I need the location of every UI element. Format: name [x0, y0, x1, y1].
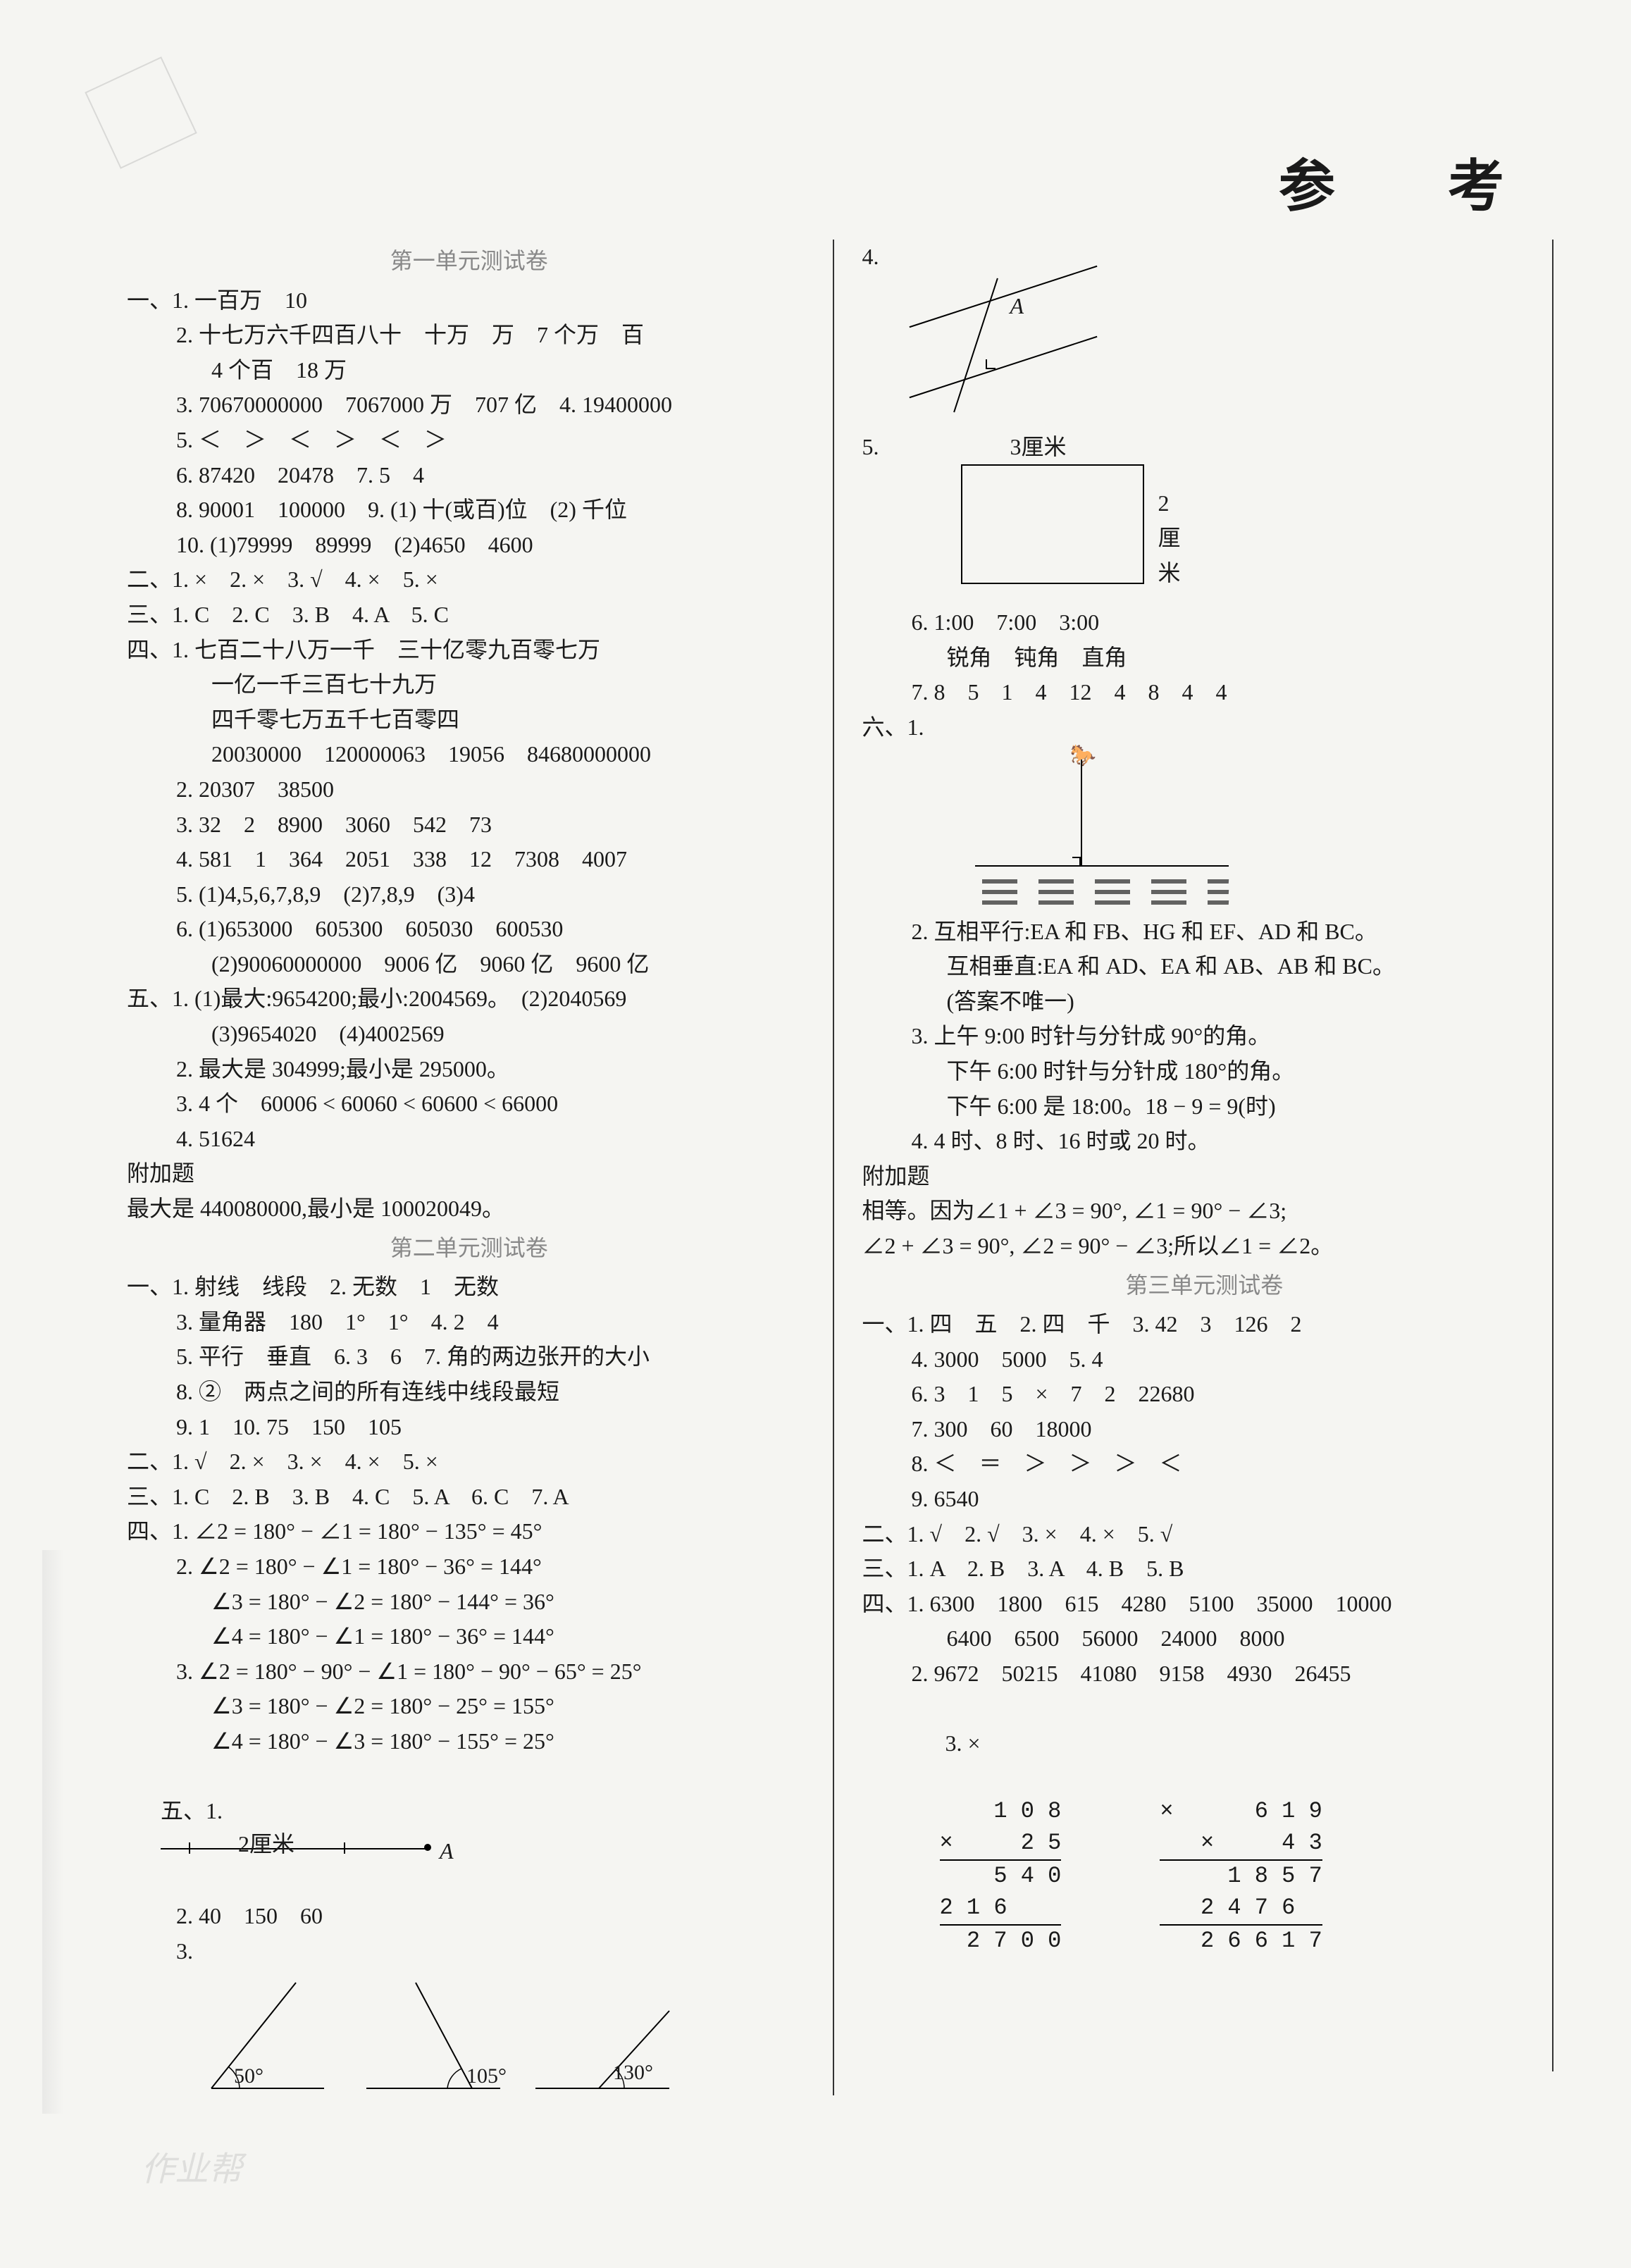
unit2-title: 第二单元测试卷	[127, 1231, 812, 1266]
s6-3b: 下午 6:00 时针与分针成 180°的角。	[862, 1054, 1547, 1089]
right-column: 4. A 5. 3厘米 2厘米 6. 1:00 7:00 3:00 锐角 钝角 …	[833, 240, 1547, 2095]
diagram-5-rect: 3厘米 2厘米	[961, 430, 1144, 585]
diagram-6-1: 🐎	[947, 745, 1229, 915]
u3s1-l8: 8. ＜ ＝ ＞ ＞ ＞ ＜	[862, 1446, 1547, 1482]
s1-l10: 10. (1)79999 89999 (2)4650 4600	[127, 528, 812, 563]
s4-l1d: 20030000 120000063 19056 84680000000	[127, 737, 812, 772]
mult-2: × 6 1 9 × 4 3 1 8 5 7 2 4 7 6 2 6 6 1 7	[1160, 1796, 1322, 1957]
s4-l3: 3. 32 2 8900 3060 542 73	[127, 807, 812, 843]
s1-l1: 一、1. 一百万 10	[127, 283, 812, 318]
s6-l1: 六、1.	[862, 710, 1547, 745]
s4-l6: 6. (1)653000 605300 605030 600530	[127, 912, 812, 947]
line-segment-diagram: 2厘米 A	[161, 1834, 442, 1862]
u2s4-l3b: ∠3 = 180° − ∠2 = 180° − 25° = 155°	[127, 1689, 812, 1724]
u2s5-l1: 五、1. 2厘米 A	[127, 1759, 812, 1899]
angle-105: 105°	[466, 2060, 507, 2093]
book-spine-shadow	[42, 1550, 63, 2114]
s6-3c: 下午 6:00 是 18:00。18 − 9 = 9(时)	[862, 1089, 1547, 1124]
r-l7: 7. 8 5 1 4 12 4 8 4 4	[862, 675, 1547, 710]
s5-l2: 2. 最大是 304999;最小是 295000。	[127, 1052, 812, 1087]
u2s4-l2c: ∠4 = 180° − ∠1 = 180° − 36° = 144°	[127, 1619, 812, 1654]
d4-label: 4.	[862, 240, 1547, 275]
s1-l2: 2. 十七万六千四百八十 十万 万 7 个万 百	[127, 318, 812, 353]
s6-2b: 互相垂直:EA 和 AD、EA 和 AB、AB 和 BC。	[862, 949, 1547, 984]
s4-l6b: (2)90060000000 9006 亿 9060 亿 9600 亿	[127, 947, 812, 982]
u3s1-l6: 6. 3 1 5 × 7 2 22680	[862, 1377, 1547, 1412]
mult-1: 1 0 8 × 2 5 5 4 0 2 1 6 2 7 0 0	[940, 1796, 1062, 1957]
extra1-label: 附加题	[127, 1156, 812, 1191]
stamp-decoration	[85, 56, 197, 168]
angle-50: 50°	[234, 2060, 263, 2093]
s6-4: 4. 4 时、8 时、16 时或 20 时。	[862, 1124, 1547, 1159]
watermark: 作业帮	[141, 2141, 242, 2190]
multiplication-problems: 1 0 8 × 2 5 5 4 0 2 1 6 2 7 0 0 × 6 1 9 …	[940, 1796, 1547, 1957]
s1-l6: 6. 87420 20478 7. 5 4	[127, 458, 812, 493]
angles-diagram: 50° 105° 130°	[204, 1969, 697, 2095]
horse-icon: 🐎	[1070, 740, 1096, 773]
u3s3: 三、1. A 2. B 3. A 4. B 5. B	[862, 1551, 1547, 1587]
diagram-4-lines: A	[919, 275, 1130, 430]
s4-l1: 四、1. 七百二十八万一千 三十亿零九百零七万	[127, 633, 812, 668]
s6-3a: 3. 上午 9:00 时针与分针成 90°的角。	[862, 1019, 1547, 1054]
u3s4-l1b: 6400 6500 56000 24000 8000	[862, 1621, 1547, 1656]
s6-2c: (答案不唯一)	[862, 984, 1547, 1020]
content-columns: 第一单元测试卷 一、1. 一百万 10 2. 十七万六千四百八十 十万 万 7 …	[127, 240, 1546, 2095]
u2s5-l3: 3.	[127, 1934, 812, 1969]
s4-l5: 5. (1)4,5,6,7,8,9 (2)7,8,9 (3)4	[127, 877, 812, 912]
r-l6b: 锐角 钝角 直角	[862, 640, 1547, 676]
s6-2a: 2. 互相平行:EA 和 FB、HG 和 EF、AD 和 BC。	[862, 915, 1547, 950]
u2s5-l2: 2. 40 150 60	[127, 1899, 812, 1934]
s2: 二、1. × 2. × 3. √ 4. × 5. ×	[127, 562, 812, 597]
u2s2: 二、1. √ 2. × 3. × 4. × 5. ×	[127, 1444, 812, 1480]
u2s4-l3: 3. ∠2 = 180° − 90° − ∠1 = 180° − 90° − 6…	[127, 1654, 812, 1690]
u3s1-l1: 一、1. 四 五 2. 四 千 3. 42 3 126 2	[862, 1307, 1547, 1342]
u3s1-l7: 7. 300 60 18000	[862, 1412, 1547, 1447]
u2s1-l3: 3. 量角器 180 1° 1° 4. 2 4	[127, 1305, 812, 1340]
extra2-a: 相等。因为∠1 + ∠3 = 90°, ∠1 = 90° − ∠3;	[862, 1194, 1547, 1229]
extra2-label: 附加题	[862, 1159, 1547, 1194]
s5-l4: 4. 51624	[127, 1122, 812, 1157]
page-header: 参 考	[1279, 141, 1532, 223]
s4-l1b: 一亿一千三百七十九万	[127, 667, 812, 702]
s3: 三、1. C 2. C 3. B 4. A 5. C	[127, 597, 812, 633]
s1-l8: 8. 90001 100000 9. (1) 十(或百)位 (2) 千位	[127, 492, 812, 528]
u2s4-l3c: ∠4 = 180° − ∠3 = 180° − 155° = 25°	[127, 1724, 812, 1759]
u2s1-l8: 8. ② 两点之间的所有连线中线段最短	[127, 1375, 812, 1410]
s1-l5: 5. ＜ ＞ ＜ ＞ ＜ ＞	[127, 423, 812, 458]
u3s2: 二、1. √ 2. √ 3. × 4. × 5. √	[862, 1517, 1547, 1552]
s1-l3: 3. 70670000000 7067000 万 707 亿 4. 194000…	[127, 388, 812, 423]
u2s3: 三、1. C 2. B 3. B 4. C 5. A 6. C 7. A	[127, 1480, 812, 1515]
u3s1-l9: 9. 6540	[862, 1482, 1547, 1517]
u3s4-l1: 四、1. 6300 1800 615 4280 5100 35000 10000	[862, 1587, 1547, 1622]
u2s1-l1: 一、1. 射线 线段 2. 无数 1 无数	[127, 1270, 812, 1305]
u2s4-l1: 四、1. ∠2 = 180° − ∠1 = 180° − 135° = 45°	[127, 1514, 812, 1549]
left-column: 第一单元测试卷 一、1. 一百万 10 2. 十七万六千四百八十 十万 万 7 …	[127, 240, 833, 2095]
d5-label: 5.	[862, 430, 905, 465]
s4-l2: 2. 20307 38500	[127, 772, 812, 807]
s4-l4: 4. 581 1 364 2051 338 12 7308 4007	[127, 842, 812, 877]
right-margin-line	[1552, 240, 1554, 2071]
u2s1-l5: 5. 平行 垂直 6. 3 6 7. 角的两边张开的大小	[127, 1339, 812, 1375]
s5-l1: 五、1. (1)最大:9654200;最小:2004569。 (2)204056…	[127, 981, 812, 1017]
extra2-b: ∠2 + ∠3 = 90°, ∠2 = 90° − ∠3;所以∠1 = ∠2。	[862, 1229, 1547, 1264]
s5-l3: 3. 4 个 60006 < 60060 < 60600 < 66000	[127, 1086, 812, 1122]
u2s4-l2b: ∠3 = 180° − ∠2 = 180° − 144° = 36°	[127, 1585, 812, 1620]
u3s4-l3-row: 3. ×	[862, 1692, 1547, 1797]
r-l6: 6. 1:00 7:00 3:00	[862, 605, 1547, 640]
u3s4-l2: 2. 9672 50215 41080 9158 4930 26455	[862, 1656, 1547, 1692]
u3s1-l4: 4. 3000 5000 5. 4	[862, 1342, 1547, 1377]
s4-l1c: 四千零七万五千七百零四	[127, 702, 812, 738]
unit3-title: 第三单元测试卷	[862, 1268, 1547, 1303]
extra1-text: 最大是 440080000,最小是 100020049。	[127, 1191, 812, 1227]
s1-l2b: 4 个百 18 万	[127, 353, 812, 388]
u2s4-l2: 2. ∠2 = 180° − ∠1 = 180° − 36° = 144°	[127, 1549, 812, 1585]
u2s1-l9: 9. 1 10. 75 150 105	[127, 1410, 812, 1445]
angle-130: 130°	[613, 2057, 653, 2090]
s5-l1b: (3)9654020 (4)4002569	[127, 1017, 812, 1052]
unit1-title: 第一单元测试卷	[127, 244, 812, 279]
